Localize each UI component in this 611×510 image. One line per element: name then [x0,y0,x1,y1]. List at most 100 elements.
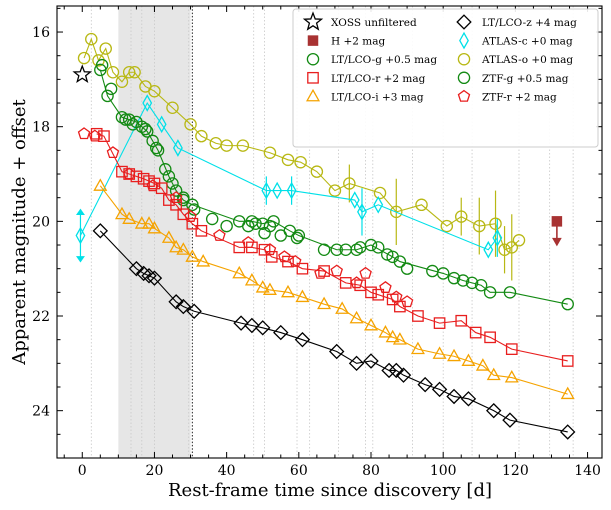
data-point [263,219,277,233]
data-point [93,178,108,191]
data-point [255,320,271,336]
data-point [317,243,331,256]
data-point [262,282,277,295]
legend-entry-lt-lco-g-0-5-mag: LT/LCO-g +0.5 mag [306,52,437,66]
limit-arrowhead [75,208,85,216]
data-point [169,239,184,253]
legend-entry-ztf-r-2-mag: ZTF-r +2 mag [457,89,557,103]
data-point [106,66,120,79]
data-point [184,210,197,222]
data-point [388,362,404,379]
data-point [99,42,112,55]
data-point [343,177,356,190]
legend-marker-circle [457,71,471,85]
data-point [393,255,407,268]
y-tick-label: 20 [32,214,50,230]
data-point [233,315,249,331]
data-point [460,391,477,407]
data-point [365,286,377,299]
data-point [186,217,199,230]
data-point [90,127,103,140]
data-point [378,325,393,338]
plot-frame [56,5,603,459]
data-point [486,402,502,419]
data-point [151,144,165,157]
data-point [512,234,526,247]
data-point [379,281,392,293]
data-point [330,264,343,277]
legend-marker-thin-diamond [459,31,469,50]
data-point [220,219,233,233]
data-point [77,127,91,140]
plot-background [90,6,574,458]
data-point [142,216,157,229]
data-point [412,310,424,322]
data-point [294,331,311,348]
data-point [135,265,152,282]
data-point [141,268,157,284]
data-point [314,266,327,279]
data-point [400,295,414,308]
legend-marker-circle [306,52,320,66]
data-point [140,125,154,138]
data-point [353,241,367,254]
legend-entry-ztf-g-0-5-mag: ZTF-g +0.5 mag [457,71,569,85]
data-point [390,205,403,219]
data-point [432,346,447,359]
data-point [504,370,519,383]
data-point [461,353,476,366]
data-point [415,198,428,212]
data-point [330,243,343,256]
data-point [101,89,114,103]
data-point [172,139,183,157]
data-point [106,146,120,159]
y-tick-label: 16 [32,25,50,41]
data-point [328,184,342,197]
data-point [559,424,576,440]
legend-entry-atlas-c-0-mag: ATLAS-c +0 mag [459,31,573,50]
x-tick-label: 40 [218,463,236,479]
data-point [373,195,384,214]
data-point [498,243,511,256]
data-point [339,243,352,256]
data-point [503,286,517,299]
data-point [410,341,425,355]
data-point [310,165,324,178]
data-point [177,191,190,204]
data-point [142,94,153,112]
data-point [561,355,574,367]
data-point [359,266,372,279]
data-point [317,296,332,310]
data-point [122,167,136,180]
data-point [456,274,470,287]
x-axis-title: Rest-frame time since discovery [d] [168,480,492,501]
data-point [295,289,310,303]
x-tick-label: 0 [78,463,87,479]
legend-marker-triangle [306,88,320,102]
data-point [272,181,283,200]
data-point [335,301,350,314]
x-tick-label: 100 [430,463,457,479]
data-point [75,226,86,245]
data-point [258,243,271,256]
data-point [177,208,190,221]
series-lt-lco-r-2-mag [90,127,574,367]
data-point [385,329,400,343]
data-point [261,181,272,200]
data-point [281,153,295,167]
data-point [363,353,379,369]
series-lt-lco-z-4-mag [92,223,576,440]
y-tick-label: 22 [32,309,50,325]
series-xoss-unfiltered [72,64,93,83]
data-point [242,236,255,248]
data-point [474,278,488,292]
axis-ticks: 0 20 40 60 80 100 120 140 16 18 20 22 24 [32,6,602,479]
data-point [280,284,295,298]
legend-marker-circle [457,52,471,66]
data-point [292,229,306,242]
legend-label: ATLAS-o +0 mag [481,54,573,66]
data-point [473,219,486,233]
data-point [263,243,277,256]
data-point [122,66,136,79]
data-point [128,66,141,79]
